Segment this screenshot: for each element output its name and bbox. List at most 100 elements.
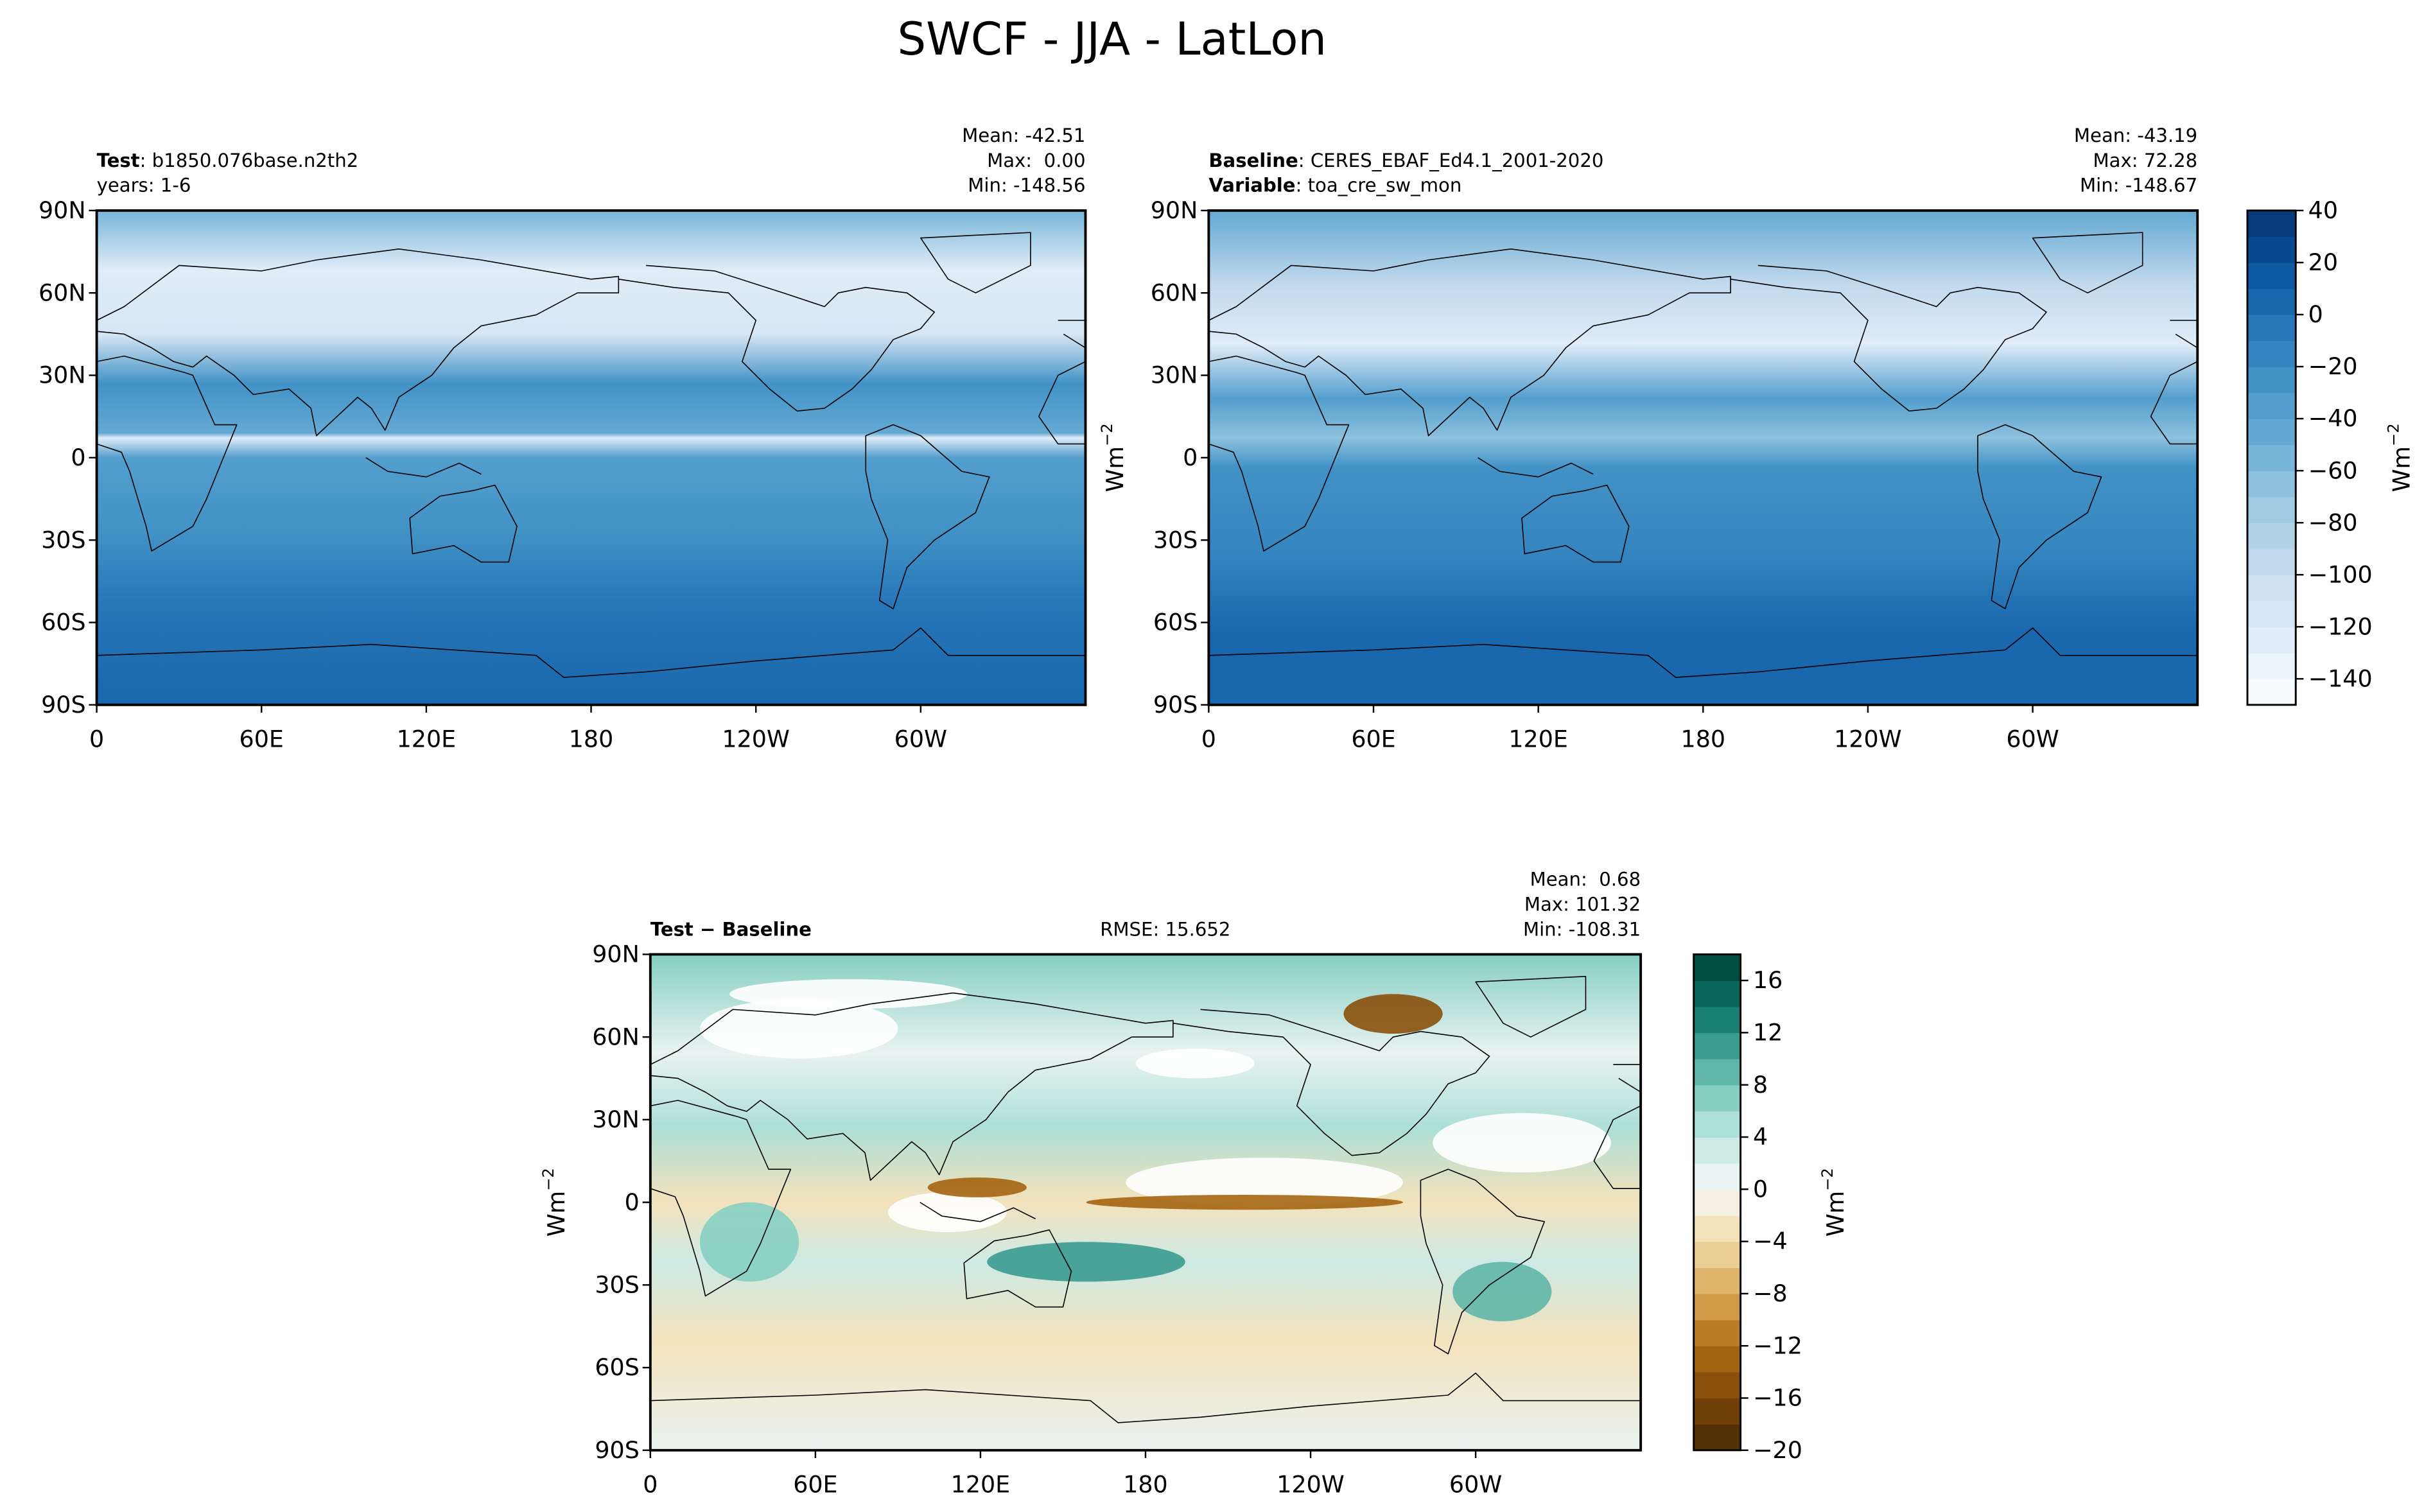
x-tick-label: 180: [569, 725, 614, 752]
panel-stat: Mean: -43.19: [2074, 125, 2197, 146]
colorbar-band: [2247, 548, 2296, 575]
colorbar-band: [1693, 1319, 1741, 1346]
panel-stat: Min: -148.56: [968, 175, 1085, 196]
x-tick-label: 180: [1681, 725, 1726, 752]
y-tick-label: 30S: [1153, 526, 1198, 553]
colorbar-frame: [1693, 953, 1742, 1452]
y-tick-label: 0: [71, 444, 85, 471]
figure-title: SWCF - JJA - LatLon: [897, 13, 1327, 65]
colorbar-frame: [2246, 209, 2297, 706]
colorbar-band: [1693, 1346, 1741, 1373]
colorbar-band: [2247, 600, 2296, 627]
colorbar-band: [2247, 210, 2296, 238]
colorbar-tick-label: 16: [1753, 966, 1783, 994]
colorbar-tick-label: −12: [1753, 1332, 1802, 1359]
colorbar-tick-label: −40: [2308, 404, 2358, 432]
colorbar-band: [2247, 288, 2296, 315]
y-tick-label: 0: [1183, 444, 1198, 471]
colorbar-band: [1693, 1241, 1741, 1268]
map-field-patch: [887, 1192, 1007, 1232]
x-tick-label: 120W: [1834, 725, 1902, 752]
axis-label: Wm−2: [539, 1168, 570, 1237]
colorbar-tick-label: 4: [1753, 1123, 1768, 1151]
colorbar-band: [1693, 1084, 1741, 1112]
map-panel: 0 60E 120E 180 120W 60W 90S 60S 30S 0 30N 60N 90N Bas…: [1151, 125, 2199, 752]
colorbar-band: [1693, 1293, 1741, 1321]
colorbar-tick-label: 12: [1753, 1019, 1783, 1047]
colorbar-band: [1693, 1059, 1741, 1086]
colorbar-tick-label: 8: [1753, 1071, 1768, 1099]
panel-header-text: : toa_cre_sw_mon: [1296, 175, 1462, 196]
x-tick-label: 60W: [2006, 725, 2059, 752]
colorbar-band: [2247, 627, 2296, 654]
y-tick-label: 90S: [1153, 691, 1198, 718]
panel-header-label: Test − Baseline: [650, 918, 812, 940]
x-tick-label: 120W: [722, 725, 790, 752]
colorbar-band: [2247, 496, 2296, 523]
colorbar-tick-label: −16: [1753, 1384, 1802, 1412]
panel-header-label: Variable: [1208, 175, 1295, 196]
colorbar-band: [1693, 1424, 1741, 1451]
x-tick-label: 60W: [1449, 1470, 1502, 1498]
panel-header-label: Test: [97, 150, 140, 171]
colorbar-tick-label: 0: [2308, 300, 2323, 328]
axis-label: Wm−2: [2384, 423, 2416, 492]
colorbar-tick-label: −60: [2308, 456, 2358, 484]
colorbar-band: [2247, 679, 2296, 706]
x-tick-label: 60E: [240, 725, 284, 752]
y-tick-label: 90S: [41, 691, 85, 718]
axis-label: Wm−2: [1097, 423, 1129, 492]
colorbar-band: [2247, 236, 2296, 263]
panel-stat: Mean: -42.51: [962, 125, 1085, 146]
map-field-patch: [699, 998, 898, 1059]
x-tick-label: 180: [1123, 1470, 1168, 1498]
colorbar-tick-label: 0: [1753, 1175, 1768, 1203]
x-tick-label: 60E: [1351, 725, 1395, 752]
axis-label-superscript: −2: [1818, 1168, 1836, 1191]
colorbar-band: [1693, 1006, 1741, 1034]
x-tick-label: 120W: [1277, 1470, 1345, 1498]
map-field-patch: [987, 1242, 1185, 1282]
x-tick-label: 120E: [951, 1470, 1011, 1498]
axis-label-superscript: −2: [2384, 423, 2403, 446]
map-field-patch: [927, 1177, 1027, 1197]
panel-stat: Min: -108.31: [1523, 918, 1641, 940]
x-tick-label: 120E: [397, 725, 457, 752]
colorbar-band: [2247, 367, 2296, 394]
map-field-patch: [1343, 994, 1443, 1034]
panel-header-text: : CERES_EBAF_Ed4.1_2001-2020: [1298, 150, 1604, 171]
colorbar-band: [1693, 1163, 1741, 1190]
panel-header: Baseline: CERES_EBAF_Ed4.1_2001-2020: [1208, 150, 1603, 171]
panel-stat: Mean: 0.68: [1530, 869, 1641, 891]
panel-header: years: 1-6: [97, 175, 191, 196]
x-tick-label: 60E: [793, 1470, 837, 1498]
colorbar-band: [2247, 392, 2296, 419]
rmse-text: RMSE: 15.652: [1100, 918, 1230, 940]
colorbar-band: [2247, 575, 2296, 602]
y-tick-label: 30N: [1151, 361, 1198, 389]
colorbar-tick-label: −4: [1753, 1228, 1788, 1255]
colorbar-tick-label: −120: [2308, 613, 2373, 640]
colorbar-band: [2247, 444, 2296, 471]
y-tick-label: 90N: [39, 196, 86, 224]
colorbar-tick-label: −20: [2308, 352, 2358, 380]
panel-header-label: Baseline: [1208, 150, 1298, 171]
colorbar-band: [1693, 1189, 1741, 1216]
y-tick-label: 90N: [592, 941, 640, 968]
x-tick-label: 60W: [894, 725, 947, 752]
colorbar-band: [2247, 340, 2296, 367]
panel-header: Test: b1850.076base.n2th2: [97, 150, 359, 171]
panel-stat: Max: 101.32: [1524, 893, 1641, 915]
colorbar-tick-label: −140: [2308, 665, 2373, 692]
map-field-patch: [699, 1202, 799, 1282]
colorbar-tick-label: −8: [1753, 1280, 1788, 1307]
map-field: [1208, 210, 2198, 705]
axis-label-base: Wm: [543, 1191, 570, 1237]
y-tick-label: 90S: [595, 1436, 639, 1464]
colorbar-tick-label: −100: [2308, 560, 2373, 588]
x-tick-label: 0: [89, 725, 104, 752]
y-tick-label: 30N: [39, 361, 86, 389]
colorbar-tick-label: −20: [1753, 1436, 1802, 1464]
map-field-patch: [729, 979, 968, 1009]
panel-stat: Min: -148.67: [2080, 175, 2197, 196]
